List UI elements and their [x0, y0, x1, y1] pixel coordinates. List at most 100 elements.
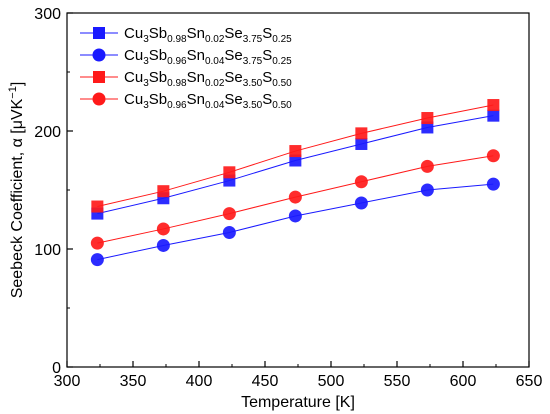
- legend-label-part: Sb: [149, 47, 167, 64]
- legend-label-subscript: 3.50: [243, 78, 263, 89]
- data-point: [421, 121, 434, 134]
- data-point: [90, 253, 104, 267]
- x-tick-label: 300: [54, 373, 81, 390]
- x-tick-label: 650: [516, 373, 543, 390]
- data-point: [90, 236, 104, 250]
- x-tick-label: 500: [318, 373, 345, 390]
- x-tick-label: 550: [384, 373, 411, 390]
- legend-label-subscript: 0.98: [167, 78, 187, 89]
- legend-label-subscript: 3: [143, 56, 149, 67]
- plot-frame: [66, 12, 530, 368]
- legend-marker: [93, 71, 105, 83]
- legend-label-part: S: [262, 91, 272, 108]
- legend-marker: [92, 48, 106, 62]
- axis-ticks: 300 350 400 450 500 550 600 650 0 100 200 300: [34, 6, 542, 390]
- x-axis-title: Temperature [K]: [241, 394, 355, 411]
- data-point: [222, 207, 236, 221]
- legend-label-subscript: 0.96: [167, 100, 187, 111]
- legend-label-subscript: 3.50: [243, 100, 263, 111]
- legend-label-part: Cu: [124, 91, 143, 108]
- legend-label-part: Sb: [149, 69, 167, 86]
- legend-label-part: Sb: [149, 25, 167, 42]
- y-tick-label: 300: [34, 6, 61, 23]
- legend-label-subscript: 3: [143, 34, 149, 45]
- legend-label-part: Se: [224, 91, 242, 108]
- y-axis-title-greek: α: [9, 138, 26, 147]
- plot-area: [66, 12, 530, 368]
- legend-label-part: Se: [224, 25, 242, 42]
- data-point: [487, 109, 500, 122]
- legend-label-subscript: 0.02: [205, 34, 225, 45]
- legend-label-subscript: 3.75: [243, 56, 263, 67]
- legend-label-part: Se: [224, 69, 242, 86]
- legend-label-subscript: 0.02: [205, 78, 225, 89]
- legend-label-subscript: 0.50: [272, 100, 292, 111]
- legend-entry-1: Cu3Sb0.98Sn0.02Se3.75S0.25: [80, 25, 292, 45]
- legend-label-subscript: 0.04: [205, 56, 225, 67]
- legend-label-subscript: 0.25: [272, 34, 292, 45]
- legend-label-part: Cu: [124, 47, 143, 64]
- data-point: [355, 137, 368, 150]
- series-layer: [90, 99, 500, 267]
- y-tick-label: 100: [34, 242, 61, 259]
- data-point: [420, 159, 434, 173]
- x-tick-label: 350: [120, 373, 147, 390]
- legend-label-subscript: 3: [143, 78, 149, 89]
- legend-marker: [93, 27, 105, 39]
- data-point: [354, 196, 368, 210]
- data-point: [289, 154, 302, 167]
- y-tick-label: 0: [52, 360, 61, 377]
- legend-label-subscript: 3: [143, 100, 149, 111]
- legend-marker: [92, 92, 106, 106]
- legend-label: Cu3Sb0.96Sn0.04Se3.50S0.50: [124, 91, 292, 111]
- legend-label-part: S: [262, 25, 272, 42]
- legend-entry-4: Cu3Sb0.96Sn0.04Se3.50S0.50: [80, 91, 292, 111]
- data-point: [222, 225, 236, 239]
- y-axis-title-unit: [μVK: [9, 98, 26, 138]
- legend-label-part: Sn: [187, 69, 205, 86]
- legend-label-part: Sb: [149, 91, 167, 108]
- legend-label-subscript: 0.96: [167, 56, 187, 67]
- legend-label-part: Sn: [187, 25, 205, 42]
- legend-label-subscript: 0.04: [205, 100, 225, 111]
- data-point: [486, 177, 500, 191]
- data-point: [288, 190, 302, 204]
- legend-label-part: S: [262, 69, 272, 86]
- legend-label: Cu3Sb0.98Sn0.02Se3.75S0.25: [124, 25, 292, 45]
- legend-label-part: Cu: [124, 25, 143, 42]
- legend: Cu3Sb0.98Sn0.02Se3.75S0.25Cu3Sb0.96Sn0.0…: [80, 25, 292, 111]
- legend-label: Cu3Sb0.96Sn0.04Se3.75S0.25: [124, 47, 292, 67]
- data-point: [355, 127, 368, 140]
- data-point: [223, 166, 236, 179]
- data-point: [289, 145, 302, 158]
- legend-label-part: Se: [224, 47, 242, 64]
- legend-label-subscript: 0.50: [272, 78, 292, 89]
- data-point: [288, 209, 302, 223]
- data-point: [487, 99, 500, 112]
- legend-label: Cu3Sb0.98Sn0.02Se3.50S0.50: [124, 69, 292, 89]
- legend-label-subscript: 0.98: [167, 34, 187, 45]
- y-axis-title-unit-exponent: −1: [7, 86, 19, 99]
- x-tick-label: 450: [252, 373, 279, 390]
- legend-label-part: Sn: [187, 91, 205, 108]
- data-point: [420, 183, 434, 197]
- data-point: [156, 222, 170, 236]
- legend-label-part: Sn: [187, 47, 205, 64]
- y-axis-title: Seebeck Coefficient, α [μVK−1]: [7, 82, 26, 299]
- legend-entry-3: Cu3Sb0.98Sn0.02Se3.50S0.50: [80, 69, 292, 89]
- series-4: [90, 149, 500, 250]
- y-axis-title-main: Seebeck Coefficient,: [9, 147, 26, 298]
- series-3: [91, 99, 500, 213]
- legend-label-part: Cu: [124, 69, 143, 86]
- y-axis-title-unit-close: ]: [9, 82, 26, 86]
- legend-label-subscript: 0.25: [272, 56, 292, 67]
- legend-entry-2: Cu3Sb0.96Sn0.04Se3.75S0.25: [80, 47, 292, 67]
- data-point: [421, 112, 434, 125]
- y-tick-label: 200: [34, 124, 61, 141]
- x-tick-label: 600: [450, 373, 477, 390]
- data-point: [156, 238, 170, 252]
- series-2: [90, 177, 500, 267]
- data-point: [157, 185, 170, 198]
- x-tick-label: 400: [186, 373, 213, 390]
